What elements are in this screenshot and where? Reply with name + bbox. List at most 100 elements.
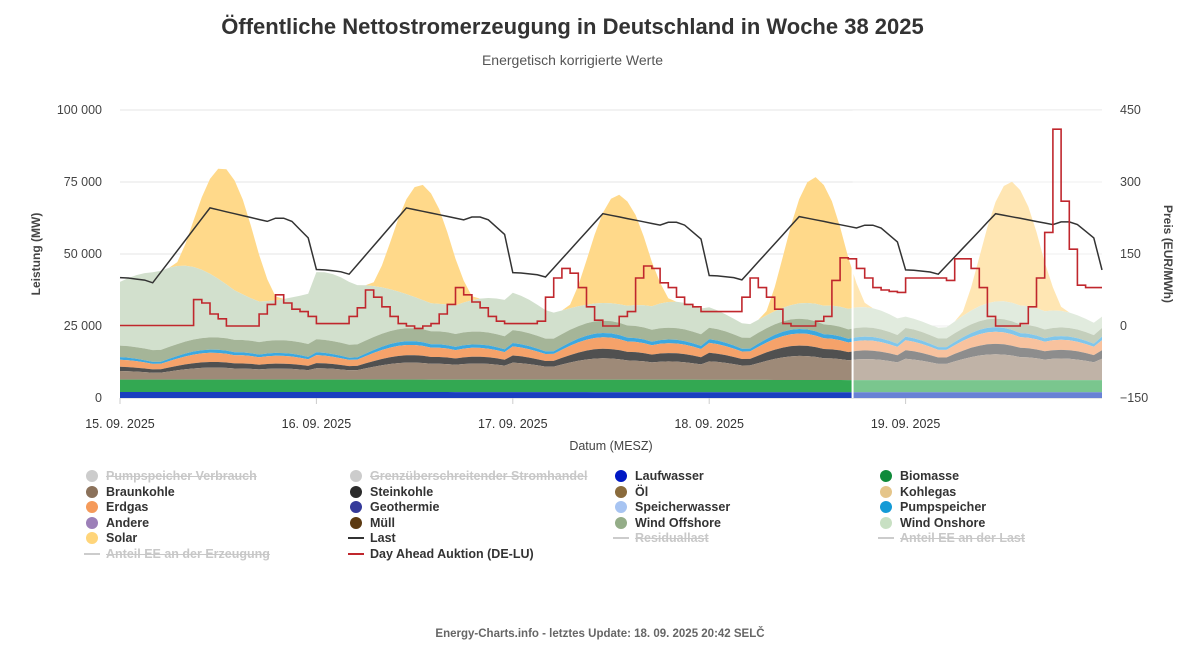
legend-dot-symbol xyxy=(880,485,892,498)
legend-item-andere[interactable]: Andere xyxy=(84,515,149,531)
legend-dot-symbol xyxy=(86,501,98,513)
legend-dot-symbol xyxy=(615,501,627,513)
legend-item-pumpspeicher[interactable]: Pumpspeicher xyxy=(878,499,986,515)
legend-item-anteil-ee-an-der-last[interactable]: Anteil EE an der Last xyxy=(878,530,1025,546)
legend-label: Anteil EE an der Last xyxy=(900,531,1026,545)
legend-item-day-ahead-auktion-de-lu-[interactable]: Day Ahead Auktion (DE-LU) xyxy=(348,546,534,562)
y-tick-label: 25 000 xyxy=(64,319,102,333)
y-tick-label: 100 000 xyxy=(57,103,102,117)
legend-dot-symbol xyxy=(86,516,98,529)
legend-dot-symbol xyxy=(86,485,98,498)
legend-item-geothermie[interactable]: Geothermie xyxy=(348,499,439,515)
legend-item-wind-offshore[interactable]: Wind Offshore xyxy=(613,515,721,531)
legend-label: Wind Offshore xyxy=(635,515,721,530)
legend-label: Pumpspeicher Verbrauch xyxy=(106,469,257,483)
legend-label: Braunkohle xyxy=(106,484,175,499)
legend-item-biomasse[interactable]: Biomasse xyxy=(878,468,959,484)
y2-tick-label: 300 xyxy=(1120,175,1141,189)
stacked-areas xyxy=(120,110,1102,398)
last-line xyxy=(119,207,1103,284)
legend-label: Kohlegas xyxy=(900,484,957,499)
legend-label: Biomasse xyxy=(900,469,960,483)
forecast-overlay xyxy=(852,110,1102,398)
y2-tick-label: −150 xyxy=(1120,391,1148,405)
legend-dot-symbol xyxy=(615,516,627,529)
legend-dot-symbol xyxy=(350,501,362,513)
chart-canvas: 0 −150 25 000 0 50 000 150 75 000 300 100 000 450… xyxy=(29,103,1175,453)
legend-item-erdgas[interactable]: Erdgas xyxy=(84,499,148,515)
x-tick-label: 16. 09. 2025 xyxy=(282,417,352,431)
x-tick-label: 19. 09. 2025 xyxy=(871,417,941,431)
legend-label: Grenzüberschreitender Stromhandel xyxy=(370,469,588,483)
legend-item-residuallast[interactable]: Residuallast xyxy=(613,530,709,546)
chart-title: Öffentliche Nettostromerzeugung in Deuts… xyxy=(221,14,924,39)
area-laufwasser xyxy=(120,392,1102,398)
x-tick-label: 18. 09. 2025 xyxy=(674,417,744,431)
legend-dot-symbol xyxy=(350,470,362,482)
legend-label: Solar xyxy=(106,531,138,545)
legend-label: Last xyxy=(370,531,396,545)
x-tick-label: 17. 09. 2025 xyxy=(478,417,548,431)
area-wind-onshore xyxy=(120,265,1102,351)
line-series xyxy=(119,128,1103,330)
legend-dot-symbol xyxy=(615,485,627,498)
legend-item-speicherwasser[interactable]: Speicherwasser xyxy=(613,499,730,515)
legend-item-pumpspeicher-verbrauch[interactable]: Pumpspeicher Verbrauch xyxy=(84,468,257,484)
legend-item-grenzüberschreitender-stromhandel[interactable]: Grenzüberschreitender Stromhandel xyxy=(348,468,587,484)
legend-dot-symbol xyxy=(350,485,362,498)
legend-line-symbol xyxy=(348,552,364,555)
y-axis-title: Leistung (MW) xyxy=(29,213,43,296)
legend-label: Andere xyxy=(106,515,150,530)
y-tick-label: 50 000 xyxy=(64,247,102,261)
legend-dot-symbol xyxy=(880,501,892,513)
footer-update-note: Energy-Charts.info - letztes Update: 18.… xyxy=(435,628,765,640)
legend-label: Pumpspeicher xyxy=(900,500,987,514)
axes: 0 −150 25 000 0 50 000 150 75 000 300 100 000 450… xyxy=(29,103,1175,453)
legend-label: Speicherwasser xyxy=(635,500,731,514)
legend-dot-symbol xyxy=(86,532,98,544)
legend-label: Öl xyxy=(635,484,649,499)
legend-label: Residuallast xyxy=(635,531,709,545)
legend-label: Laufwasser xyxy=(635,469,704,483)
y2-tick-label: 150 xyxy=(1120,247,1141,261)
legend-label: Erdgas xyxy=(106,500,149,514)
legend-line-symbol xyxy=(84,552,100,555)
chart-subtitle: Energetisch korrigierte Werte xyxy=(481,52,664,68)
legend-label: Anteil EE an der Erzeugung xyxy=(106,546,270,561)
legend-item-braunkohle[interactable]: Braunkohle xyxy=(84,484,175,500)
area-braunkohle xyxy=(120,354,1102,381)
legend-dot-symbol xyxy=(86,470,98,482)
x-tick-label: 15. 09. 2025 xyxy=(85,417,155,431)
area-erdgas xyxy=(120,331,1102,370)
legend-item-solar[interactable]: Solar xyxy=(84,530,137,546)
legend-label: Müll xyxy=(370,515,395,530)
legend-line-symbol xyxy=(348,537,364,539)
legend-item-wind-onshore[interactable]: Wind Onshore xyxy=(878,515,985,531)
legend-item-kohlegas[interactable]: Kohlegas xyxy=(878,484,956,500)
legend-dot-symbol xyxy=(880,470,892,482)
area-biomasse xyxy=(120,379,1102,393)
legend-line-symbol xyxy=(878,537,894,539)
area-steinkohle xyxy=(120,343,1102,373)
area-pumpspeicher xyxy=(120,327,1102,364)
legend-item-anteil-ee-an-der-erzeugung[interactable]: Anteil EE an der Erzeugung xyxy=(84,546,270,562)
legend-dot-symbol xyxy=(880,516,892,529)
legend-item-laufwasser[interactable]: Laufwasser xyxy=(613,468,704,484)
legend-dot-symbol xyxy=(615,470,627,482)
y-tick-label: 0 xyxy=(95,391,102,405)
legend-item-steinkohle[interactable]: Steinkohle xyxy=(348,484,433,500)
y-tick-label: 75 000 xyxy=(64,175,102,189)
legend-item-last[interactable]: Last xyxy=(348,530,396,546)
y2-axis-title: Preis (EUR/MWh) xyxy=(1161,205,1175,303)
area-solar xyxy=(120,168,1102,328)
legend-line-symbol xyxy=(613,537,629,539)
legend-label: Wind Onshore xyxy=(900,515,986,530)
legend-item-öl[interactable]: Öl xyxy=(613,484,648,500)
area-wind-offshore xyxy=(120,318,1102,362)
legend-label: Geothermie xyxy=(370,500,440,514)
y2-tick-label: 450 xyxy=(1120,103,1141,117)
legend-label: Day Ahead Auktion (DE-LU) xyxy=(370,546,534,561)
y2-tick-label: 0 xyxy=(1120,319,1127,333)
legend-item-müll[interactable]: Müll xyxy=(348,515,395,531)
x-axis-title: Datum (MESZ) xyxy=(569,439,652,453)
